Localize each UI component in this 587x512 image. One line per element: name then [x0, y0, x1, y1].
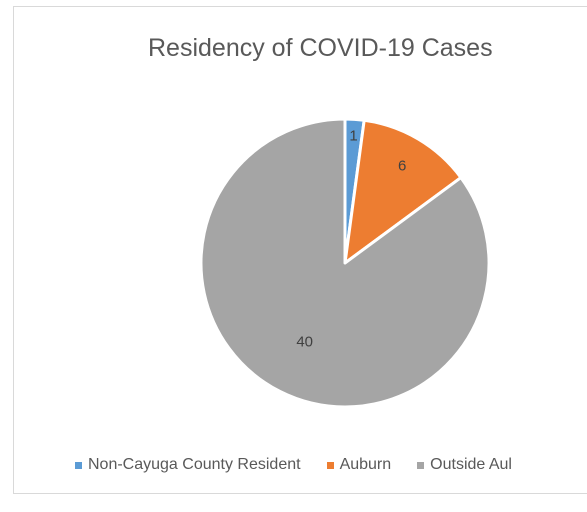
legend-label-non-cayuga: Non-Cayuga County Resident — [88, 456, 301, 473]
legend-item-non-cayuga: Non-Cayuga County Resident — [75, 456, 301, 474]
pie-slice-outside-auburn — [199, 117, 491, 409]
data-label-outside-auburn: 40 — [296, 334, 313, 351]
legend-swatch-auburn — [326, 461, 334, 469]
data-label-auburn: 6 — [398, 157, 406, 174]
data-label-non-cayuga-county-resident: 1 — [349, 128, 357, 145]
legend-swatch-non-cayuga — [75, 461, 82, 469]
legend-swatch-outside-auburn — [417, 461, 425, 469]
legend-item-outside-auburn: Outside Aul — [417, 456, 512, 474]
pie-slice-auburn — [343, 118, 463, 265]
chart-title: Residency of COVID-19 Cases — [148, 34, 493, 62]
legend-label-outside-auburn: Outside Aul — [430, 456, 512, 473]
legend: Non-Cayuga County Resident Auburn Outsid… — [75, 453, 538, 477]
legend-item-auburn: Auburn — [326, 456, 392, 474]
legend-label-auburn: Auburn — [339, 456, 392, 473]
